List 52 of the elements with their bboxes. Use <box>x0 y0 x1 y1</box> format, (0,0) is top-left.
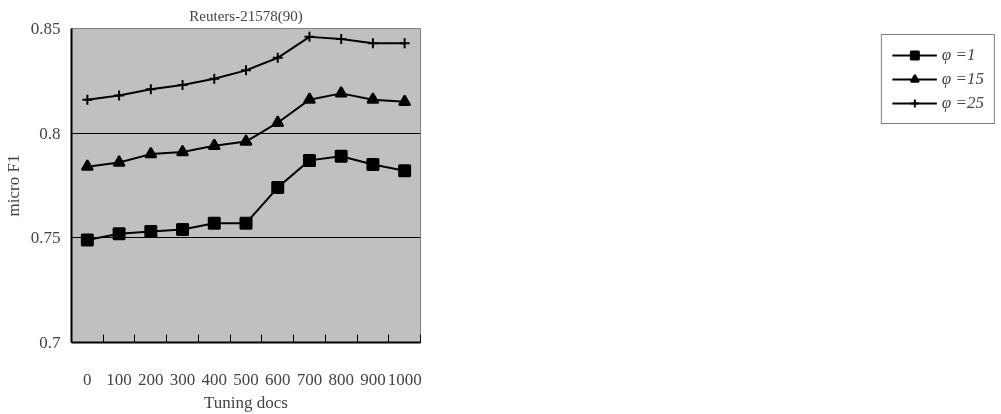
x-axis-title: Tuning docs <box>204 392 288 412</box>
x-tick-label: 800 <box>328 369 354 389</box>
y-tick-label: 0.8 <box>39 123 61 143</box>
legend-label: φ =1 <box>941 45 976 65</box>
point <box>398 94 412 106</box>
point <box>176 222 190 236</box>
point <box>80 159 94 171</box>
x-tick-label: 300 <box>169 369 196 389</box>
point <box>271 51 284 64</box>
y-tick-label: 0.85 <box>30 19 61 38</box>
point <box>334 86 348 98</box>
point <box>271 115 285 127</box>
x-tick-label: 900 <box>360 369 386 389</box>
point <box>144 225 158 239</box>
point <box>302 153 316 167</box>
point <box>398 164 412 178</box>
point <box>366 92 380 104</box>
point <box>239 134 253 146</box>
x-tick-label: 200 <box>138 369 164 389</box>
point <box>112 155 126 167</box>
point <box>271 181 285 195</box>
point <box>176 144 190 157</box>
point <box>112 227 126 241</box>
point <box>398 37 411 50</box>
y-tick-label: 0.75 <box>30 228 61 248</box>
x-tick-label: 500 <box>233 369 259 389</box>
y-axis-title: micro F1 <box>3 154 23 217</box>
point <box>144 146 158 159</box>
legend-label: φ =25 <box>941 93 984 113</box>
point <box>208 72 221 85</box>
point <box>303 30 316 43</box>
point <box>207 216 221 230</box>
point <box>366 158 380 172</box>
point <box>207 138 221 150</box>
x-tick-label: 700 <box>296 369 323 389</box>
point <box>302 92 316 104</box>
y-tick-label: 0.7 <box>39 333 61 352</box>
x-tick-label: 1000 <box>387 369 422 389</box>
point <box>81 93 94 106</box>
point <box>144 83 157 96</box>
point <box>239 216 253 230</box>
x-tick-label: 400 <box>201 369 228 389</box>
point <box>113 89 126 102</box>
x-tick-label: 100 <box>106 369 132 389</box>
point <box>240 64 252 77</box>
x-tick-label: 0 <box>83 369 92 389</box>
point <box>334 149 348 163</box>
x-tick-label: 600 <box>264 369 291 389</box>
legend-label: φ =15 <box>941 69 984 89</box>
point <box>80 233 94 247</box>
point <box>366 37 379 50</box>
chart-title: Reuters-21578(90) <box>189 7 303 25</box>
